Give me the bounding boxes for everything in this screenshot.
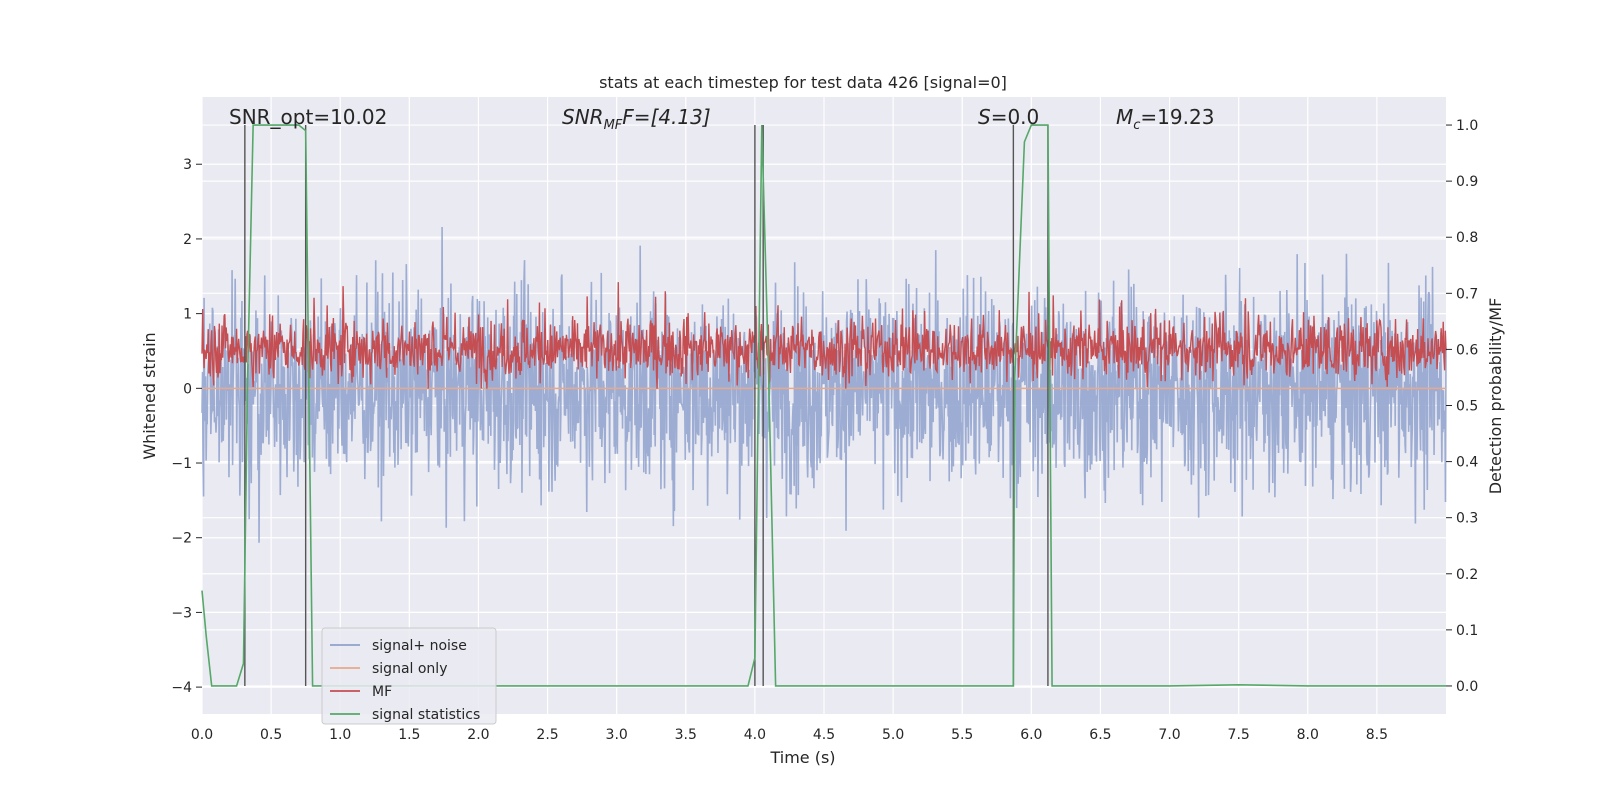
x-tick-label: 1.5 — [398, 727, 420, 743]
x-tick-label: 8.0 — [1297, 727, 1319, 743]
y-tick-label-right: 0.7 — [1456, 286, 1478, 302]
y-axis-right-label: Detection probability/MF — [1486, 298, 1505, 495]
y-tick-label-right: 0.5 — [1456, 399, 1478, 415]
legend-box — [321, 627, 497, 725]
x-tick-label: 4.0 — [744, 727, 766, 743]
y-tick-label-right: 0.8 — [1456, 230, 1478, 246]
x-tick-label: 7.5 — [1228, 727, 1250, 743]
x-tick-label: 5.5 — [951, 727, 973, 743]
legend-label: MF — [372, 684, 392, 700]
x-tick-label: 1.0 — [329, 727, 351, 743]
legend-label: signal+ noise — [372, 638, 467, 654]
x-tick-label: 3.0 — [606, 727, 628, 743]
y-tick-label-right: 0.4 — [1456, 455, 1478, 471]
y-tick-label-right: 0.0 — [1456, 679, 1478, 695]
y-tick-label-right: 0.1 — [1456, 623, 1478, 639]
x-axis-label: Time (s) — [769, 748, 835, 767]
y-tick-label-left: 3 — [183, 157, 192, 173]
y-tick-label-left: 2 — [183, 232, 192, 248]
chart-title: stats at each timestep for test data 426… — [599, 73, 1007, 92]
y-tick-label-right: 0.9 — [1456, 174, 1478, 190]
x-tick-label: 8.5 — [1366, 727, 1388, 743]
annotation-mc: Mc=19.23 — [1116, 105, 1214, 133]
x-tick-label: 0.5 — [260, 727, 282, 743]
y-tick-label-right: 0.3 — [1456, 511, 1478, 527]
x-tick-label: 0.0 — [191, 727, 213, 743]
x-tick-label: 2.0 — [467, 727, 489, 743]
x-tick-label: 4.5 — [813, 727, 835, 743]
legend: signal+ noise signal only MF signal statist… — [321, 627, 497, 725]
x-tick-label: 2.5 — [536, 727, 558, 743]
y-tick-label-right: 1.0 — [1456, 118, 1478, 134]
y-axis-right-ticks: 0.0 0.1 0.2 0.3 0.4 0.5 0.6 0.7 0.8 0.9 1.0 — [1446, 118, 1478, 695]
y-tick-label-left: −4 — [171, 680, 192, 696]
y-tick-label-right: 0.2 — [1456, 567, 1478, 583]
y-tick-label-left: 0 — [183, 381, 192, 397]
y-axis-left-ticks: −4 −3 −2 −1 0 1 2 3 — [171, 157, 202, 696]
x-tick-label: 5.0 — [882, 727, 904, 743]
annotation-snr-mf: SNRMFF=[4.13] — [562, 105, 711, 133]
y-tick-label-left: −1 — [171, 456, 192, 472]
series-mf — [201, 282, 1447, 389]
annotation-s: S=0.0 — [978, 105, 1039, 129]
x-tick-label: 6.5 — [1089, 727, 1111, 743]
annotation-snr-opt: SNR_opt=10.02 — [229, 105, 387, 129]
x-tick-label: 7.0 — [1158, 727, 1180, 743]
series-signal-statistics — [201, 124, 1446, 687]
y-tick-label-right: 0.6 — [1456, 342, 1478, 358]
legend-label: signal statistics — [372, 707, 480, 723]
y-tick-label-left: 1 — [183, 307, 192, 323]
y-tick-label-left: −2 — [171, 531, 192, 547]
x-tick-label: 6.0 — [1020, 727, 1042, 743]
y-tick-label-left: −3 — [171, 605, 192, 621]
x-axis-ticks: 0.0 0.5 1.0 1.5 2.0 2.5 3.0 3.5 4.0 4.5 5.0 5.5 6.0 6… — [191, 727, 1388, 743]
y-axis-left-label: Whitened strain — [140, 332, 159, 459]
x-tick-label: 3.5 — [675, 727, 697, 743]
legend-label: signal only — [372, 661, 447, 677]
mf-trace — [201, 282, 1447, 389]
